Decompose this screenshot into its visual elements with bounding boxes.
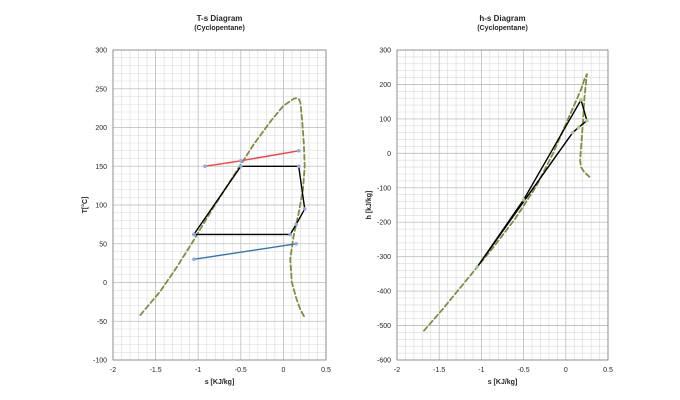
y-tick-label: 200 xyxy=(95,125,107,132)
data-point-cycle xyxy=(585,118,589,123)
x-axis-label: s [KJ/kg] xyxy=(205,379,235,386)
x-axis-label: s [KJ/kg] xyxy=(488,379,518,386)
series-saturation-dome xyxy=(139,97,306,319)
data-point-cycle xyxy=(579,98,583,102)
y-tick-label: -100 xyxy=(377,185,391,192)
y-tick-label: 50 xyxy=(99,241,107,248)
y-tick-label: -50 xyxy=(97,319,107,326)
x-tick-label: -1.5 xyxy=(433,367,445,374)
series-hot-stream xyxy=(203,148,301,169)
data-point-cold-stream xyxy=(192,257,196,262)
data-point-cycle xyxy=(296,164,301,169)
plot-frame xyxy=(396,49,609,361)
data-point-hot-stream xyxy=(239,159,243,163)
data-point-cycle xyxy=(475,265,479,269)
plot-area xyxy=(397,50,608,360)
data-point-hot-stream xyxy=(203,164,207,169)
x-tick-label: -1 xyxy=(195,367,201,374)
data-point-cycle xyxy=(192,232,196,237)
y-tick-label: 150 xyxy=(95,164,107,171)
chart-title: h-s Diagram xyxy=(479,14,525,23)
data-point-cycle xyxy=(294,222,298,227)
hs-diagram-chart: h-s Diagram (Cyclopentane) -2 -1.5 -1 -0.5 0 0.… xyxy=(366,14,613,386)
chart-subtitle: (Cyclopentane) xyxy=(477,25,528,32)
y-tick-label: 200 xyxy=(379,82,391,89)
y-tick-label: 0 xyxy=(103,280,107,287)
x-tick-label: -0.5 xyxy=(518,367,530,374)
x-tick-label: -2 xyxy=(394,367,400,374)
y-tick-label: 300 xyxy=(95,48,107,55)
y-axis-label: T[°C] xyxy=(81,197,89,214)
y-tick-label: 250 xyxy=(95,86,107,93)
x-tick-label: 0 xyxy=(564,367,568,374)
x-tick-label: 0.5 xyxy=(603,367,613,374)
series-cold-stream xyxy=(192,241,298,262)
x-tick-label: -0.5 xyxy=(235,367,247,374)
x-tick-label: -2 xyxy=(110,367,116,374)
y-tick-label: -300 xyxy=(377,254,391,261)
x-tick-label: -1 xyxy=(478,367,484,374)
chart-subtitle: (Cyclopentane) xyxy=(194,25,245,32)
y-tick-label: 0 xyxy=(387,151,391,158)
data-point-cycle xyxy=(239,164,243,169)
data-point-cycle xyxy=(302,207,307,211)
x-tick-label: 0 xyxy=(281,367,285,374)
data-point-hot-stream xyxy=(296,148,301,153)
series-line-saturation-dome xyxy=(139,97,306,319)
y-tick-label: -400 xyxy=(377,289,391,296)
y-tick-label: 100 xyxy=(379,116,391,123)
series-cycle xyxy=(475,98,589,269)
data-point-cycle xyxy=(576,125,581,130)
y-tick-label: -600 xyxy=(377,358,391,365)
data-point-cycle xyxy=(570,130,575,135)
series-cycle xyxy=(192,164,307,237)
y-tick-label: 100 xyxy=(95,203,107,210)
data-point-cold-stream xyxy=(294,241,298,246)
plot-frame xyxy=(112,49,327,361)
y-tick-label: -200 xyxy=(377,220,391,227)
y-tick-label: 300 xyxy=(379,48,391,55)
x-tick-label: 0.5 xyxy=(321,367,331,374)
series-line-cold-stream xyxy=(193,243,297,260)
grid-lines xyxy=(112,49,327,361)
chart-title: T-s Diagram xyxy=(197,14,243,23)
data-point-cycle xyxy=(288,232,293,237)
data-point-cycle xyxy=(521,198,526,202)
y-tick-label: -100 xyxy=(93,358,107,365)
ts-diagram-chart: T-s Diagram (Cyclopentane) -2 -1.5 -1 -0.5 0 0.… xyxy=(81,14,331,386)
y-tick-label: -500 xyxy=(377,323,391,330)
x-tick-label: -1.5 xyxy=(150,367,162,374)
y-axis-label: h [kJ/kg] xyxy=(366,191,373,220)
